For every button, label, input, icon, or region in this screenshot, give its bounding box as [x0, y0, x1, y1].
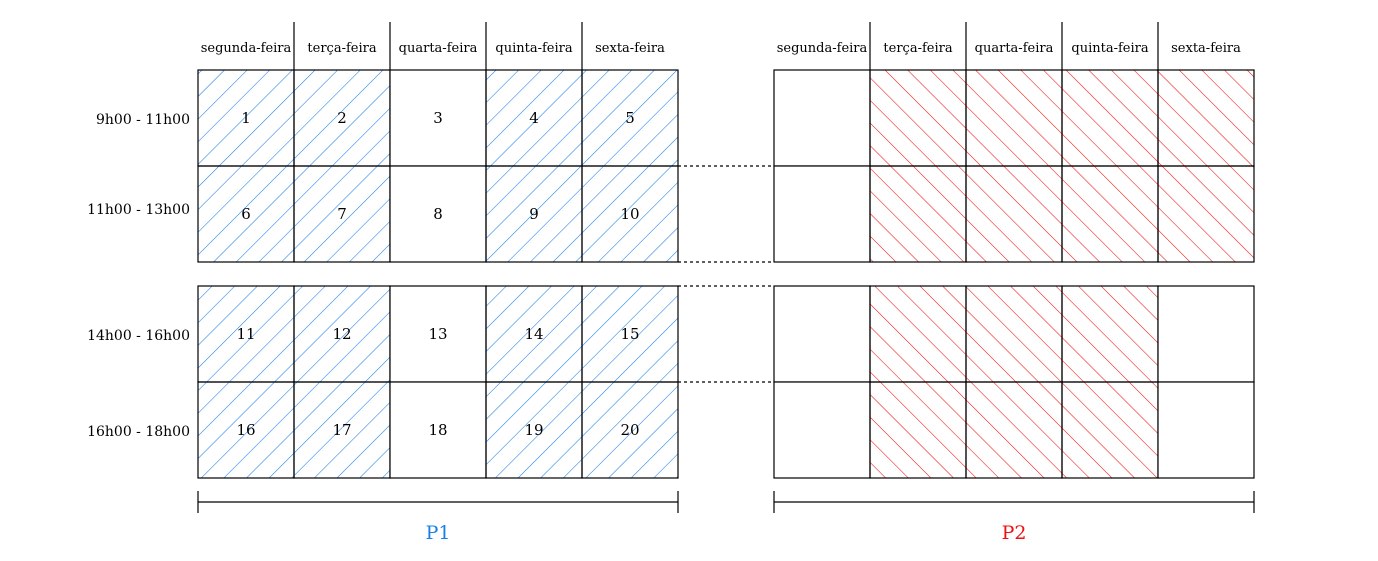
p1-label: P1 [426, 522, 451, 544]
dashed-connectors [678, 165, 774, 383]
p2-cell-r4-c2-hatched [869, 381, 967, 479]
p2-day-header-thu: quinta-feira [1071, 41, 1148, 56]
p2-cell-r3-c5-empty [1157, 285, 1255, 383]
p1-cell-r3-c2-hatched [293, 285, 391, 383]
p1-cell-r1-c4-hatched [485, 69, 583, 167]
p1-cell-number: 3 [433, 109, 443, 127]
p1-cell-number: 8 [433, 205, 443, 223]
p2-cell-r4-c3-hatched [965, 381, 1063, 479]
p1-cell-number: 19 [524, 421, 543, 439]
p1-cell-r2-c4-hatched [485, 165, 583, 263]
p2-grid [773, 69, 1255, 479]
p1-cell-r4-c1-hatched [197, 381, 295, 479]
p1-cell-number: 12 [332, 325, 351, 343]
p1-cell-number: 16 [236, 421, 255, 439]
p2-cell-r2-c1-empty [773, 165, 871, 263]
time-slot-label-3: 14h00 - 16h00 [87, 328, 190, 344]
p1-cell-r2-c2-hatched [293, 165, 391, 263]
p1-day-header-thu: quinta-feira [495, 41, 572, 56]
p1-cell-number: 1 [241, 109, 251, 127]
p2-cell-r1-c5-hatched [1157, 69, 1255, 167]
p1-cell-r4-c3-empty [389, 381, 487, 479]
time-slot-label-2: 11h00 - 13h00 [87, 202, 190, 218]
p1-cell-number: 20 [620, 421, 639, 439]
p1-cell-r3-c5-hatched [581, 285, 679, 383]
p1-cell-number: 6 [241, 205, 251, 223]
p1-day-header-fri: sexta-feira [595, 41, 665, 56]
p1-cell-number: 10 [620, 205, 639, 223]
p1-cell-r1-c1-hatched [197, 69, 295, 167]
p1-cell-number: 11 [236, 325, 255, 343]
p1-cell-r2-c5-hatched [581, 165, 679, 263]
p2-cell-r1-c1-empty [773, 69, 871, 167]
p2-cell-r4-c4-hatched [1061, 381, 1159, 479]
p2-cell-r1-c2-hatched [869, 69, 967, 167]
p2-cell-r3-c4-hatched [1061, 285, 1159, 383]
p1-cell-r3-c3-empty [389, 285, 487, 383]
p2-cell-r2-c4-hatched [1061, 165, 1159, 263]
p1-cell-number: 7 [337, 205, 347, 223]
p1-cell-r2-c3-empty [389, 165, 487, 263]
p2-cell-r3-c1-empty [773, 285, 871, 383]
p1-cell-number: 2 [337, 109, 347, 127]
p1-cell-number: 15 [620, 325, 639, 343]
p2-day-header-wed: quarta-feira [975, 41, 1054, 56]
p1-day-header-mon: segunda-feira [201, 41, 292, 56]
time-slot-label-4: 16h00 - 18h00 [87, 424, 190, 440]
p2-cell-r3-c2-hatched [869, 285, 967, 383]
header-separators [293, 22, 1159, 70]
p2-day-header-tue: terça-feira [883, 41, 952, 56]
p2-cell-r3-c3-hatched [965, 285, 1063, 383]
p1-cell-r3-c4-hatched [485, 285, 583, 383]
p2-label: P2 [1002, 522, 1027, 544]
p1-cell-r4-c2-hatched [293, 381, 391, 479]
p1-cell-number: 13 [428, 325, 447, 343]
time-slot-label-1: 9h00 - 11h00 [96, 112, 190, 128]
p2-day-header-mon: segunda-feira [777, 41, 868, 56]
p1-cell-r1-c2-hatched [293, 69, 391, 167]
p1-cell-r2-c1-hatched [197, 165, 295, 263]
p2-day-header-fri: sexta-feira [1171, 41, 1241, 56]
p2-cell-r1-c4-hatched [1061, 69, 1159, 167]
p1-cell-r1-c3-empty [389, 69, 487, 167]
p2-cell-r4-c5-empty [1157, 381, 1255, 479]
p2-cell-r2-c3-hatched [965, 165, 1063, 263]
p1-cell-number: 17 [332, 421, 351, 439]
p1-cell-number: 18 [428, 421, 447, 439]
p2-cell-r1-c3-hatched [965, 69, 1063, 167]
p1-cell-r4-c4-hatched [485, 381, 583, 479]
p2-cell-r4-c1-empty [773, 381, 871, 479]
p2-cell-r2-c2-hatched [869, 165, 967, 263]
p2-bracket [773, 491, 1255, 513]
p1-cell-r1-c5-hatched [581, 69, 679, 167]
p1-day-header-tue: terça-feira [307, 41, 376, 56]
p1-cell-number: 5 [625, 109, 635, 127]
p2-cell-r2-c5-hatched [1157, 165, 1255, 263]
p1-cell-r4-c5-hatched [581, 381, 679, 479]
p1-cell-number: 14 [524, 325, 543, 343]
p1-bracket [197, 491, 679, 513]
p1-day-header-wed: quarta-feira [399, 41, 478, 56]
p1-cell-number: 4 [529, 109, 539, 127]
p1-cell-number: 9 [529, 205, 539, 223]
